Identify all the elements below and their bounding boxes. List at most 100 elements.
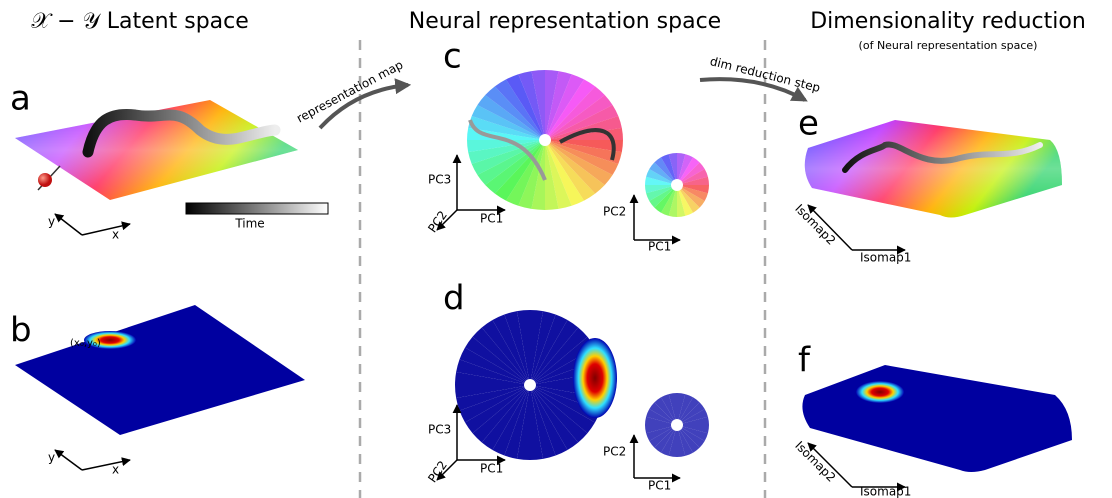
wedge bbox=[654, 425, 677, 453]
wedge bbox=[506, 140, 545, 206]
trajectory bbox=[82, 108, 281, 158]
wedge bbox=[456, 359, 530, 385]
wedge bbox=[545, 140, 596, 201]
wedge bbox=[545, 140, 605, 194]
wedge bbox=[677, 409, 708, 425]
wedge bbox=[677, 425, 705, 448]
axis-label: x bbox=[112, 463, 119, 477]
wedge bbox=[530, 310, 544, 385]
column-title: Neural representation space bbox=[409, 9, 721, 34]
wedge bbox=[516, 310, 530, 385]
wedge bbox=[530, 385, 601, 423]
activity-bump bbox=[84, 331, 136, 349]
axis-label: PC3 bbox=[428, 173, 451, 187]
wedge bbox=[677, 185, 686, 217]
wedge bbox=[545, 71, 572, 140]
wedge bbox=[504, 385, 530, 459]
wedge bbox=[661, 154, 677, 185]
hole bbox=[539, 134, 551, 146]
wedge bbox=[654, 397, 677, 425]
panel-label: b bbox=[10, 311, 32, 351]
trajectory bbox=[842, 141, 1043, 173]
wedge bbox=[646, 425, 677, 441]
wedge bbox=[459, 347, 530, 385]
axis bbox=[436, 459, 458, 481]
wedge bbox=[661, 425, 677, 456]
axis-label: Isomap2 bbox=[792, 439, 838, 485]
axis bbox=[436, 209, 458, 231]
wedge bbox=[677, 185, 693, 216]
wedge bbox=[545, 95, 613, 140]
wedge bbox=[545, 140, 613, 185]
wedge bbox=[654, 157, 677, 185]
wedge bbox=[677, 162, 705, 185]
hole bbox=[524, 379, 536, 391]
wedge bbox=[645, 416, 677, 425]
wedge bbox=[649, 162, 677, 185]
wedge bbox=[545, 140, 622, 164]
wedge bbox=[545, 116, 622, 140]
wedge bbox=[485, 86, 545, 140]
colorbar-label: Time bbox=[234, 217, 264, 231]
axis-label: PC2 bbox=[603, 205, 626, 219]
wedge bbox=[455, 385, 530, 399]
panel-label: e bbox=[798, 104, 819, 144]
wedge bbox=[677, 185, 700, 213]
wedge bbox=[677, 394, 693, 425]
wedge bbox=[668, 185, 677, 217]
wedge bbox=[516, 385, 530, 460]
panel-label: a bbox=[10, 79, 31, 119]
wedge bbox=[677, 425, 709, 434]
panel-label: c bbox=[443, 37, 462, 77]
wedge bbox=[545, 70, 559, 140]
wedge bbox=[677, 393, 686, 425]
axis-label: Isomap2 bbox=[792, 202, 838, 248]
wedge bbox=[668, 393, 677, 425]
plane bbox=[15, 305, 305, 435]
wedge bbox=[492, 314, 530, 385]
wedge bbox=[646, 185, 677, 201]
wedge bbox=[545, 140, 584, 206]
axis-label: y bbox=[48, 215, 55, 229]
wedge bbox=[472, 327, 530, 385]
arrow bbox=[318, 78, 412, 130]
axis-label: PC1 bbox=[480, 212, 503, 226]
wedge bbox=[481, 320, 530, 385]
arrow-label: representation map bbox=[294, 58, 405, 126]
surface-shade bbox=[804, 120, 1062, 218]
panel-label: f bbox=[798, 341, 811, 381]
wedge bbox=[654, 185, 677, 213]
column-title: Dimensionality reduction bbox=[810, 9, 1086, 34]
axis bbox=[54, 449, 83, 471]
wedge bbox=[646, 169, 677, 185]
agent bbox=[38, 173, 52, 187]
wedge bbox=[677, 425, 686, 457]
wedge bbox=[661, 394, 677, 425]
wedge bbox=[545, 140, 572, 209]
wedge bbox=[492, 385, 530, 456]
wedge bbox=[545, 105, 619, 140]
wedge bbox=[518, 71, 545, 140]
wedge bbox=[530, 320, 579, 385]
wedge bbox=[530, 385, 579, 450]
wedge bbox=[677, 176, 709, 185]
wedge bbox=[668, 153, 677, 185]
wedge bbox=[677, 185, 709, 194]
wedge bbox=[677, 185, 705, 208]
wedge bbox=[646, 409, 677, 425]
axis bbox=[81, 457, 131, 471]
axis-label: PC1 bbox=[648, 240, 671, 254]
axis-label: PC2 bbox=[603, 445, 626, 459]
wedge bbox=[468, 140, 545, 164]
wedge bbox=[468, 116, 545, 140]
hole bbox=[671, 179, 683, 191]
axis bbox=[54, 213, 83, 236]
axis bbox=[81, 221, 131, 236]
wedge bbox=[494, 79, 545, 140]
wedge bbox=[530, 385, 595, 434]
wedge bbox=[677, 425, 708, 441]
wedge bbox=[677, 185, 708, 201]
wedge bbox=[465, 336, 530, 385]
colorbar bbox=[185, 202, 329, 215]
